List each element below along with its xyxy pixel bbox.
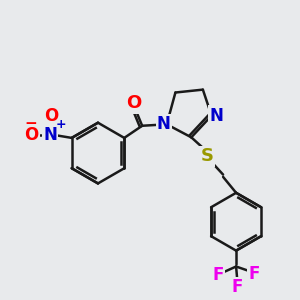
Text: O: O [127,94,142,112]
Text: O: O [24,126,38,144]
Text: N: N [157,115,171,133]
Text: F: F [248,265,260,283]
Text: N: N [210,106,224,124]
Text: S: S [201,147,214,165]
Text: F: F [232,278,243,296]
Text: N: N [43,126,57,144]
Text: O: O [44,106,58,124]
Text: +: + [56,118,66,131]
Text: F: F [212,266,224,284]
Text: −: − [24,116,37,131]
